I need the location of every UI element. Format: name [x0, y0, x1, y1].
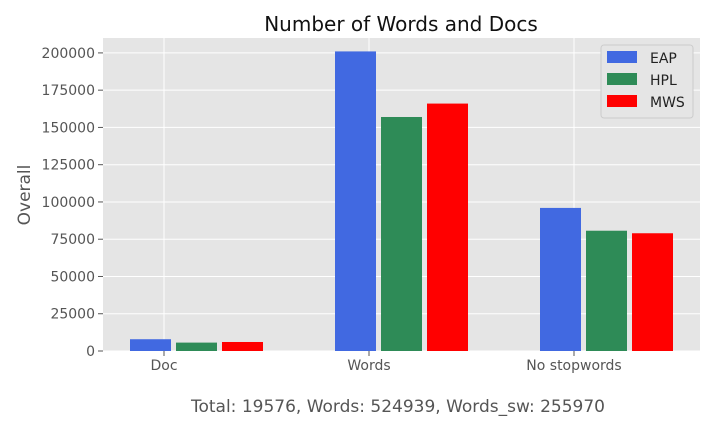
legend-label-mws: MWS	[650, 95, 685, 111]
y-tick-label: 75000	[50, 232, 95, 248]
bar-eap-no-stopwords	[540, 207, 581, 351]
y-tick-label: 50000	[50, 269, 95, 285]
bar-eap-words	[335, 51, 376, 352]
x-tick-label: Doc	[150, 358, 177, 374]
x-tick-label: No stopwords	[526, 358, 621, 374]
y-tick-label: 25000	[50, 307, 95, 323]
y-tick-label: 200000	[42, 46, 95, 62]
x-axis-ticks: Doc Words No stopwords	[150, 351, 622, 374]
legend-label-eap: EAP	[650, 51, 677, 67]
y-tick-label: 175000	[42, 83, 95, 99]
bar-hpl-words	[381, 116, 422, 351]
bar-eap-doc	[130, 339, 171, 351]
legend-swatch-mws	[607, 95, 637, 107]
y-tick-label: 100000	[42, 195, 95, 211]
chart-title: Number of Words and Docs	[264, 12, 538, 36]
y-tick-label: 150000	[42, 120, 95, 136]
summary-caption: Total: 19576, Words: 524939, Words_sw: 2…	[190, 397, 605, 417]
bar-mws-doc	[222, 341, 263, 351]
bar-mws-words	[427, 103, 468, 351]
bar-hpl-no-stopwords	[586, 230, 627, 351]
legend: EAP HPL MWS	[600, 44, 694, 119]
x-tick-label: Words	[347, 358, 390, 374]
y-tick-label: 0	[86, 344, 95, 360]
bar-mws-no-stopwords	[632, 233, 673, 351]
legend-label-hpl: HPL	[650, 73, 677, 89]
bar-hpl-doc	[176, 342, 217, 351]
y-axis-label: Overall	[15, 165, 35, 226]
y-axis-ticks: 0 25000 50000 75000 100000 125000 150000 175000…	[42, 46, 103, 360]
legend-swatch-eap	[607, 51, 637, 63]
legend-swatch-hpl	[607, 73, 637, 85]
y-tick-label: 125000	[42, 158, 95, 174]
bars	[130, 51, 673, 352]
